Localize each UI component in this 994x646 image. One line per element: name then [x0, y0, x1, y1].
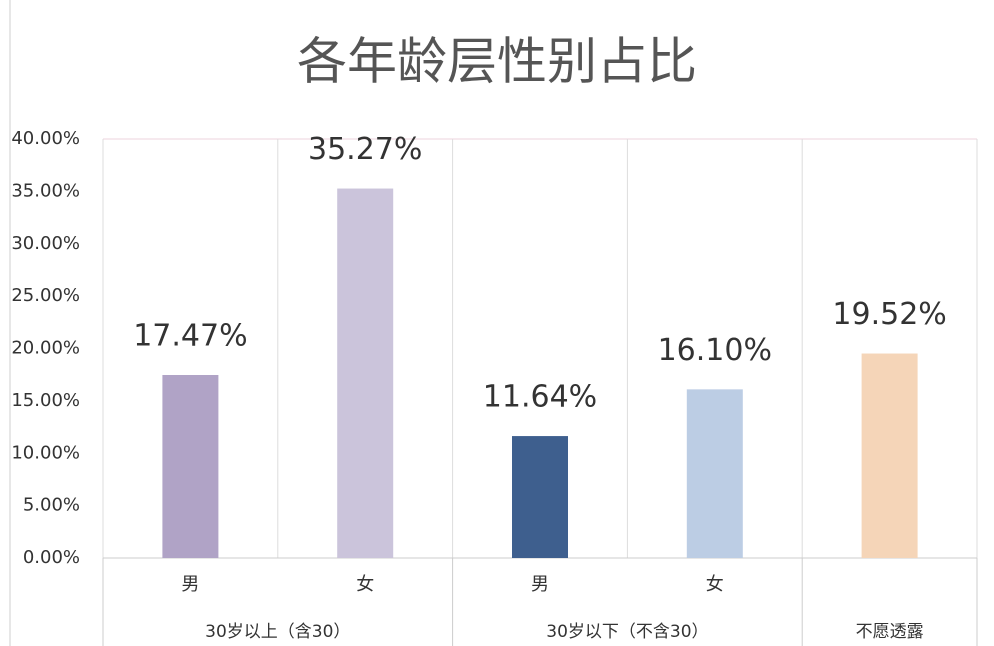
y-tick-label: 35.00%: [11, 180, 80, 201]
bar: [162, 375, 219, 558]
y-tick-label: 30.00%: [11, 233, 80, 254]
data-label: 19.52%: [832, 297, 946, 332]
y-tick-label: 5.00%: [23, 495, 80, 516]
y-tick-label: 10.00%: [11, 442, 80, 463]
group-label: 30岁以上（含30）: [205, 622, 350, 642]
y-tick-label: 15.00%: [11, 390, 80, 411]
data-label: 16.10%: [658, 333, 772, 368]
data-label: 35.27%: [308, 132, 422, 167]
x-tick-label: 女: [356, 574, 374, 595]
data-label: 11.64%: [483, 380, 597, 415]
chart-title: 各年龄层性别占比: [297, 33, 697, 91]
x-tick-label: 女: [706, 574, 724, 595]
y-tick-label: 0.00%: [23, 547, 80, 568]
group-label: 不愿透露: [856, 622, 924, 642]
y-tick-label: 25.00%: [11, 285, 80, 306]
bar: [686, 389, 743, 558]
y-tick-label: 20.00%: [11, 338, 80, 359]
bar: [337, 188, 394, 558]
x-tick-label: 男: [531, 574, 549, 595]
group-label: 30岁以下（不含30）: [546, 622, 708, 642]
bar: [512, 436, 568, 558]
data-label: 17.47%: [133, 319, 247, 354]
y-tick-label: 40.00%: [11, 128, 80, 149]
bar: [861, 353, 918, 558]
x-tick-label: 男: [181, 574, 199, 595]
